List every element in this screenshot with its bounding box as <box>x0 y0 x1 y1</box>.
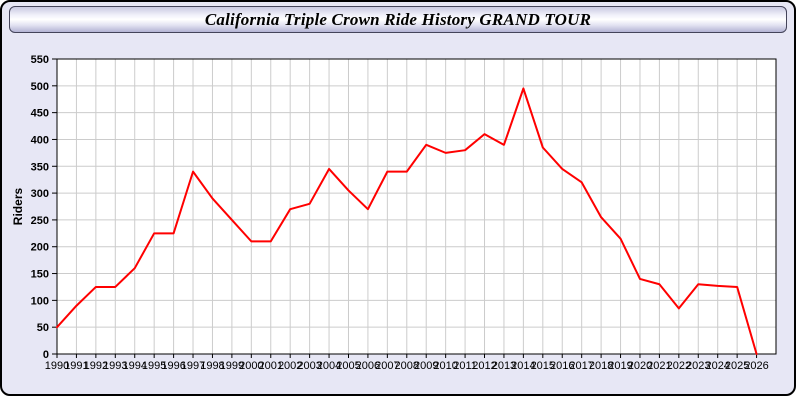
title-bar: California Triple Crown Ride History GRA… <box>9 6 787 33</box>
page-title: California Triple Crown Ride History GRA… <box>204 9 592 29</box>
